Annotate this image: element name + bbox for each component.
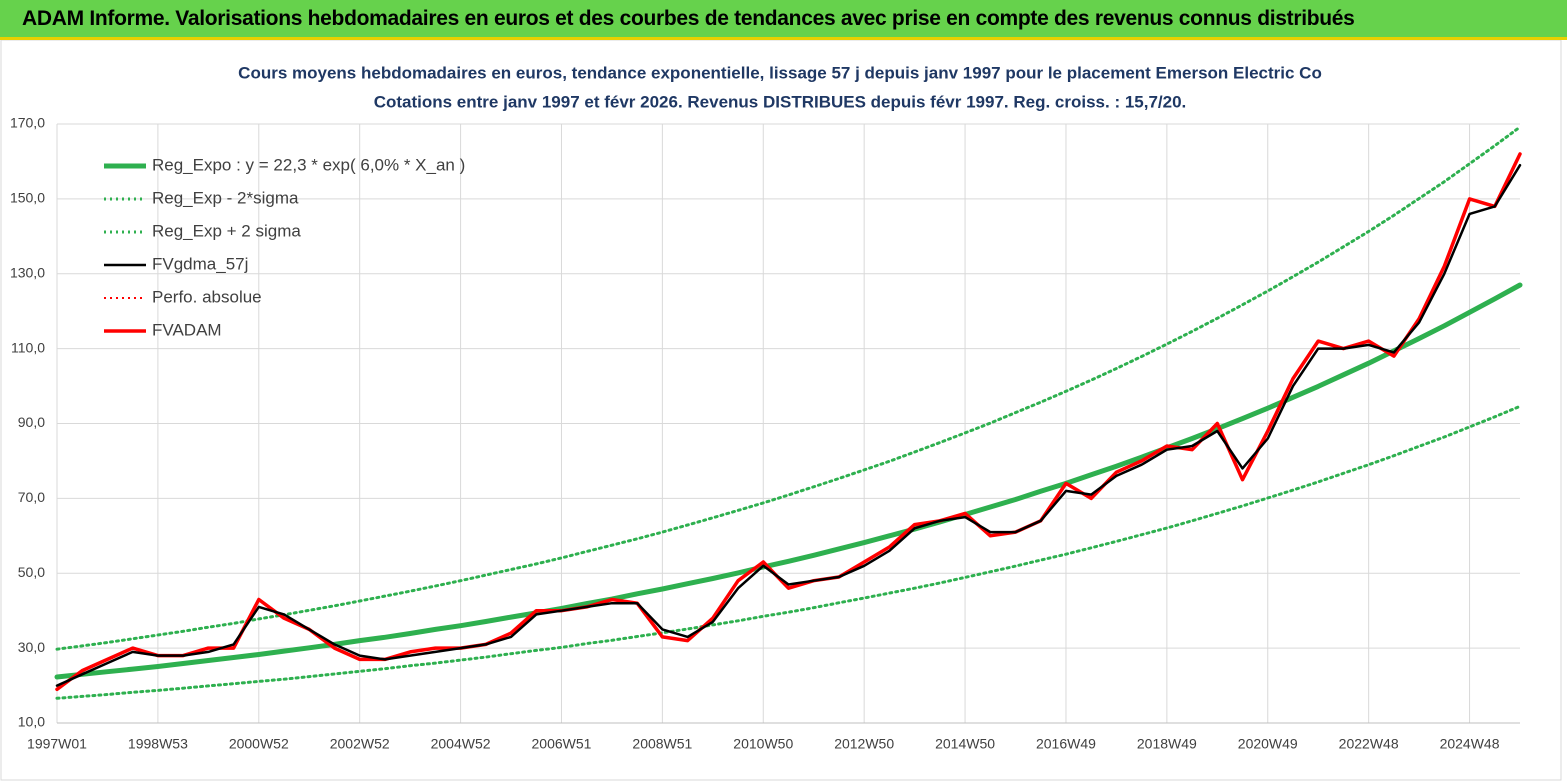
series-line	[55, 404, 1522, 700]
x-tick-label: 2012W50	[834, 736, 894, 752]
x-tick-label: 2010W50	[733, 736, 793, 752]
legend-label: FVgdma_57j	[152, 254, 248, 273]
y-tick-label: 150,0	[10, 190, 45, 206]
legend-label: Reg_Exp + 2 sigma	[152, 221, 301, 240]
x-tick-label: 2006W51	[532, 736, 592, 752]
x-tick-label: 2014W50	[935, 736, 995, 752]
x-tick-label: 2002W52	[330, 736, 390, 752]
x-tick-label: 1998W53	[128, 736, 188, 752]
header-title: ADAM Informe. Valorisations hebdomadaire…	[22, 7, 1355, 30]
chart-title: Cours moyens hebdomadaires en euros, ten…	[238, 63, 1322, 82]
y-tick-label: 50,0	[18, 564, 45, 580]
series-line	[54, 282, 1523, 680]
header: ADAM Informe. Valorisations hebdomadaire…	[0, 0, 1567, 40]
y-tick-label: 10,0	[18, 714, 45, 730]
y-tick-label: 170,0	[10, 115, 45, 131]
x-tick-label: 1997W01	[27, 736, 87, 752]
y-tick-label: 30,0	[18, 639, 45, 655]
x-tick-label: 2020W49	[1238, 736, 1298, 752]
chart: Cours moyens hebdomadaires en euros, ten…	[0, 40, 1562, 781]
y-tick-label: 90,0	[18, 414, 45, 430]
series-line	[55, 163, 1522, 687]
x-tick-label: 2008W51	[632, 736, 692, 752]
x-tick-label: 2024W48	[1440, 736, 1500, 752]
legend-label: Reg_Expo : y = 22,3 * exp( 6,0% * X_an )	[152, 155, 465, 174]
legend-label: FVADAM	[152, 320, 222, 339]
series-line	[55, 125, 1522, 651]
x-tick-label: 2000W52	[229, 736, 289, 752]
legend-label: Perfo. absolue	[152, 287, 262, 306]
y-tick-label: 130,0	[10, 264, 45, 280]
chart-frame	[0, 40, 1562, 781]
y-tick-label: 110,0	[11, 339, 45, 355]
x-tick-label: 2018W49	[1137, 736, 1197, 752]
x-tick-label: 2016W49	[1036, 736, 1096, 752]
chart-subtitle: Cotations entre janv 1997 et févr 2026. …	[374, 92, 1187, 111]
x-tick-label: 2004W52	[431, 736, 491, 752]
x-tick-label: 2022W48	[1339, 736, 1399, 752]
legend-label: Reg_Exp - 2*sigma	[152, 188, 299, 207]
y-tick-label: 70,0	[18, 489, 45, 505]
